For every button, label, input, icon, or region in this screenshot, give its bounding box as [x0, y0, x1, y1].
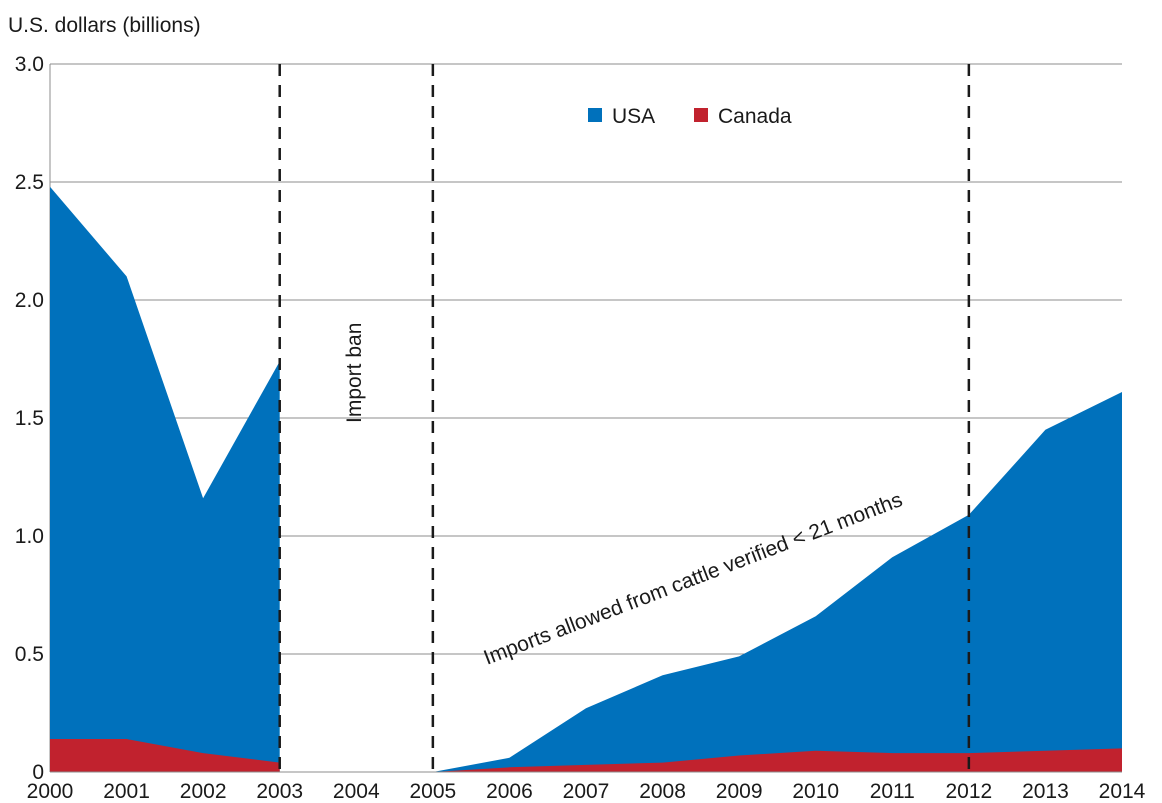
x-tick-label: 2012: [945, 780, 992, 803]
x-axis-ticks: 2000 2001 2002 2003 2004 2005 2006 2007 2008 2009…: [27, 780, 1146, 803]
x-tick-label: 2000: [27, 780, 74, 803]
x-tick-label: 2013: [1022, 780, 1069, 803]
x-tick-label: 2011: [870, 780, 915, 803]
y-tick-label: 3.0: [15, 53, 44, 76]
y-tick-label: 0.5: [15, 643, 44, 666]
x-tick-label: 2010: [792, 780, 839, 803]
x-tick-label: 2001: [103, 780, 150, 803]
y-tick-label: 1.5: [15, 407, 44, 430]
y-axis-label: U.S. dollars (billions): [8, 14, 201, 37]
legend-swatch-usa: [588, 108, 602, 122]
annotation-import-ban: Import ban: [343, 323, 366, 423]
x-tick-label: 2008: [639, 780, 686, 803]
x-tick-label: 2006: [486, 780, 533, 803]
legend: USA Canada: [588, 105, 792, 128]
x-tick-label: 2004: [333, 780, 380, 803]
legend-swatch-canada: [694, 108, 708, 122]
x-tick-label: 2002: [180, 780, 227, 803]
y-tick-label: 2.5: [15, 171, 44, 194]
area-series: [50, 186, 1122, 773]
event-lines: [278, 64, 971, 772]
usa-area: [432, 392, 1122, 772]
x-tick-label: 2005: [409, 780, 456, 803]
y-axis-ticks: 0 0.5 1.0 1.5 2.0 2.5 3.0: [15, 53, 44, 784]
usa-area: [50, 186, 280, 772]
canada-area: [432, 748, 1122, 772]
x-tick-label: 2003: [256, 780, 303, 803]
canada-area: [50, 739, 280, 772]
y-tick-label: 2.0: [15, 289, 44, 312]
x-tick-label: 2009: [716, 780, 763, 803]
legend-label-canada: Canada: [718, 105, 792, 128]
x-tick-label: 2007: [563, 780, 610, 803]
legend-label-usa: USA: [612, 105, 655, 128]
y-tick-label: 0: [32, 761, 44, 784]
y-tick-label: 1.0: [15, 525, 44, 548]
x-tick-label: 2014: [1099, 780, 1146, 803]
